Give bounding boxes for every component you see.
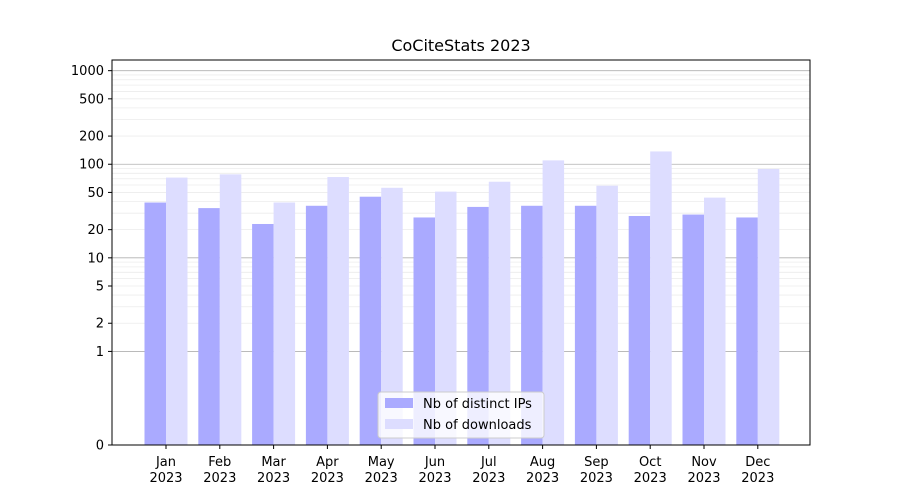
bar-downloads <box>219 174 242 445</box>
y-tick-label: 200 <box>79 130 104 145</box>
bar-distinct-ips <box>521 205 543 445</box>
y-tick-label: 50 <box>87 186 104 201</box>
x-tick-label-year: 2023 <box>365 471 398 486</box>
bar-distinct-ips <box>359 196 382 445</box>
legend-frame <box>377 391 545 439</box>
y-tick-label: 20 <box>87 223 104 238</box>
bar-distinct-ips <box>305 205 328 445</box>
x-tick-label-month: Jun <box>424 455 445 470</box>
x-tick-label-month: Jan <box>155 455 176 470</box>
bar-downloads <box>757 168 780 445</box>
bar-distinct-ips <box>413 217 435 445</box>
legend-label-distinct-ips: Nb of distinct IPs <box>423 397 532 412</box>
y-tick-label: 5 <box>96 280 104 295</box>
legend-label-downloads: Nb of downloads <box>423 418 532 433</box>
legend-swatch-distinct-ips <box>385 398 413 408</box>
bar-downloads <box>542 160 565 445</box>
bar-distinct-ips <box>574 205 597 445</box>
plot-frame <box>111 59 811 446</box>
x-tick-label-month: Mar <box>261 455 286 470</box>
bar-downloads <box>596 185 618 446</box>
y-tick-label: 1000 <box>71 64 104 79</box>
y-tick-label: 10 <box>87 251 104 266</box>
bar-distinct-ips <box>198 208 220 445</box>
y-tick-label: 1 <box>96 345 104 360</box>
bar-downloads <box>704 197 726 445</box>
x-tick-label-month: Nov <box>691 455 717 470</box>
x-tick-label-year: 2023 <box>149 471 182 486</box>
bar-distinct-ips <box>736 217 758 445</box>
x-tick-label-month: Feb <box>208 455 231 470</box>
x-tick-label-year: 2023 <box>687 471 720 486</box>
bar-downloads <box>327 177 349 446</box>
chart-title: CoCiteStats 2023 <box>391 36 530 55</box>
bars-layer <box>144 151 780 446</box>
bar-downloads <box>488 181 511 446</box>
x-tick-label-year: 2023 <box>580 471 613 486</box>
x-tick-label-year: 2023 <box>472 471 505 486</box>
bar-distinct-ips <box>144 202 166 445</box>
x-tick-label-year: 2023 <box>257 471 290 486</box>
x-tick-label-month: Apr <box>316 455 339 470</box>
x-tick-label-month: May <box>368 455 395 470</box>
bar-downloads <box>381 187 403 445</box>
bar-downloads <box>273 202 296 445</box>
x-tick-label-month: Sep <box>584 455 609 470</box>
y-axis: 0 1 2 5 10 20 50 100 200 500 1000 <box>71 64 112 454</box>
x-tick-label-month: Dec <box>745 455 770 470</box>
x-tick-label-month: Aug <box>530 455 555 470</box>
bar-distinct-ips <box>628 215 651 445</box>
bar-distinct-ips <box>467 206 489 445</box>
legend-swatch-downloads <box>385 419 413 429</box>
x-tick-label-year: 2023 <box>311 471 344 486</box>
y-tick-label: 100 <box>79 158 104 173</box>
x-tick-label-month: Oct <box>639 455 661 470</box>
bar-downloads <box>166 177 188 446</box>
x-tick-label-year: 2023 <box>203 471 236 486</box>
y-tick-label: 2 <box>96 317 104 332</box>
x-tick-label-year: 2023 <box>418 471 451 486</box>
legend: Nb of distinct IPs Nb of downloads <box>377 391 545 439</box>
x-tick-label-year: 2023 <box>634 471 667 486</box>
bar-downloads <box>435 191 457 445</box>
x-tick-label-month: Jul <box>480 455 497 470</box>
bar-downloads <box>650 151 672 446</box>
x-tick-label-year: 2023 <box>526 471 559 486</box>
y-tick-label: 500 <box>79 92 104 107</box>
y-tick-label: 0 <box>96 439 104 454</box>
bar-distinct-ips <box>682 214 704 445</box>
x-tick-label-year: 2023 <box>741 471 774 486</box>
bar-distinct-ips <box>252 223 274 445</box>
x-axis: Jan2023Feb2023Mar2023Apr2023May2023Jun20… <box>149 445 774 486</box>
